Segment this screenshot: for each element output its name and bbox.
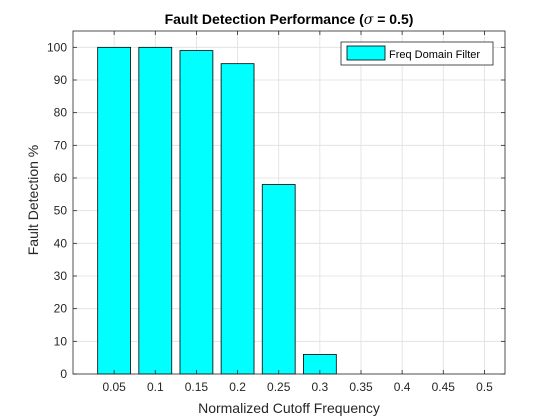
x-axis-label: Normalized Cutoff Frequency <box>198 400 380 416</box>
bars-group <box>97 46 337 375</box>
x-tick-label: 0.2 <box>229 380 246 394</box>
x-tick-label: 0.4 <box>394 380 411 394</box>
chart-title-prefix: Fault Detection Performance ( <box>165 11 364 27</box>
bar <box>261 184 296 375</box>
x-axis-ticks: 0.05 0.1 0.15 0.2 0.25 0.3 0.35 0.4 0.45 0.5 <box>102 31 493 394</box>
bar <box>97 46 132 375</box>
chart-title: Fault Detection Performance (σ = 0.5) <box>165 11 414 28</box>
plot-frame <box>72 30 506 375</box>
y-tick-label: 10 <box>54 334 68 348</box>
x-tick-label: 0.05 <box>102 380 126 394</box>
bar <box>138 46 173 375</box>
y-tick-label: 0 <box>60 367 67 381</box>
legend: Freq Domain Filter <box>340 41 494 66</box>
x-tick-label: 0.25 <box>267 380 291 394</box>
x-tick-label: 0.45 <box>432 380 456 394</box>
legend-swatch <box>346 45 386 61</box>
chart-title-suffix: = 0.5) <box>373 11 413 27</box>
chart-title-sigma: σ <box>364 12 374 28</box>
y-tick-label: 100 <box>47 40 67 54</box>
legend-label: Freq Domain Filter <box>389 49 480 61</box>
y-tick-label: 30 <box>54 269 68 283</box>
x-tick-label: 0.5 <box>476 380 493 394</box>
bar <box>179 50 214 375</box>
x-tick-label: 0.35 <box>349 380 373 394</box>
y-tick-label: 20 <box>54 302 68 316</box>
x-tick-label: 0.1 <box>147 380 164 394</box>
y-axis-ticks: 0 10 20 30 40 50 60 70 80 90 100 <box>47 40 505 381</box>
y-tick-label: 90 <box>54 73 68 87</box>
y-tick-label: 50 <box>54 204 68 218</box>
y-tick-label: 70 <box>54 138 68 152</box>
y-axis-label: Fault Detection % <box>25 145 41 256</box>
x-tick-label: 0.3 <box>312 380 329 394</box>
bar <box>220 63 255 375</box>
y-tick-label: 60 <box>54 171 68 185</box>
y-tick-label: 80 <box>54 106 68 120</box>
y-tick-label: 40 <box>54 236 68 250</box>
x-tick-label: 0.15 <box>185 380 209 394</box>
